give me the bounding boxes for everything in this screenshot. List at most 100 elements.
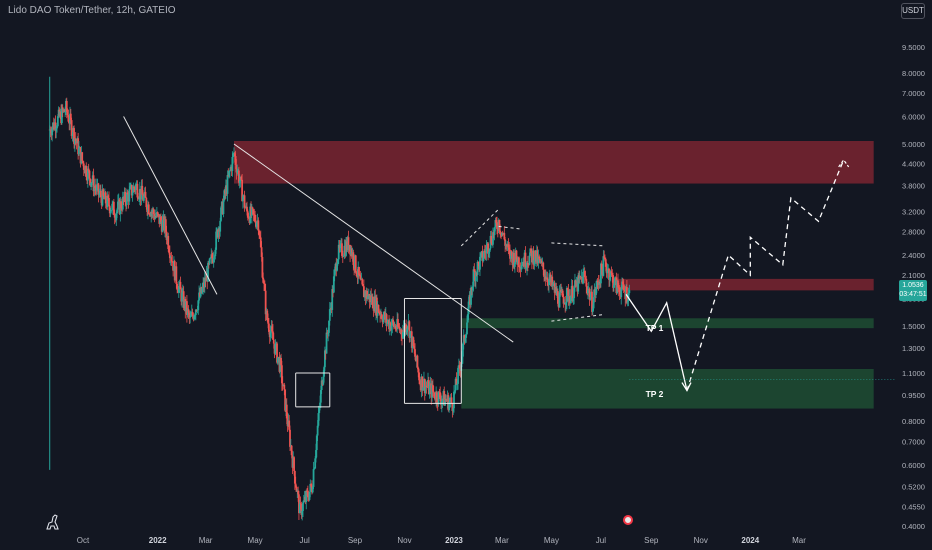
- candle-body: [508, 247, 511, 250]
- candle-body: [211, 254, 213, 259]
- dashed-pattern-line: [498, 225, 522, 230]
- candle-body: [56, 126, 58, 129]
- drawings-layer: [49, 76, 895, 470]
- y-tick-label: 5.0000: [902, 140, 925, 149]
- candle-body: [518, 267, 521, 268]
- candle-body: [588, 288, 591, 300]
- candle-body: [101, 189, 104, 206]
- candle-body: [136, 183, 139, 198]
- candle-body: [532, 250, 535, 265]
- candle-body: [461, 356, 464, 364]
- candle-body: [436, 392, 438, 403]
- candle-body: [311, 486, 314, 493]
- event-marker-icon[interactable]: [623, 515, 633, 525]
- candle-body: [168, 249, 170, 253]
- candle-body: [78, 147, 80, 155]
- candle-body: [271, 326, 274, 332]
- candle-body: [99, 190, 102, 198]
- candle-body: [470, 287, 472, 305]
- currency-button[interactable]: USDT: [901, 3, 925, 19]
- candle-body: [612, 275, 614, 288]
- candle-body: [255, 222, 258, 227]
- candle-body: [608, 268, 610, 280]
- candle-body: [416, 355, 419, 368]
- candle-body: [65, 100, 68, 112]
- candle-body: [156, 212, 159, 214]
- candle-body: [561, 290, 564, 297]
- candle-body: [106, 195, 109, 208]
- arrow-head: [681, 382, 692, 392]
- candle-body: [562, 296, 565, 304]
- candle-body: [475, 272, 477, 282]
- candle-body: [124, 191, 127, 203]
- y-tick-label: 0.7000: [902, 437, 925, 446]
- candle-body: [191, 311, 194, 316]
- candle-body: [401, 332, 404, 338]
- candle-body: [290, 445, 293, 456]
- candle-body: [165, 231, 168, 241]
- x-tick-label: Mar: [792, 536, 806, 545]
- candle-body: [359, 275, 362, 280]
- candle-body: [82, 163, 85, 170]
- candle-body: [241, 179, 244, 202]
- candle-body: [242, 196, 244, 202]
- candle-body: [354, 255, 357, 273]
- candle-body: [179, 281, 182, 290]
- candle-body: [524, 252, 527, 268]
- candle-body: [543, 269, 545, 277]
- candle-body: [243, 195, 246, 208]
- candle-body: [556, 291, 559, 304]
- candle-body: [604, 259, 607, 267]
- candle-body: [473, 269, 476, 272]
- symbol-title[interactable]: Lido DAO Token/Tether, 12h, GATEIO: [8, 5, 176, 16]
- candle-body: [90, 182, 93, 186]
- candle-body: [117, 201, 119, 210]
- candle-body: [120, 201, 123, 209]
- candle-body: [538, 256, 541, 259]
- candle-body: [437, 391, 440, 405]
- y-tick-label: 4.4000: [902, 159, 925, 168]
- candle-body: [621, 281, 624, 285]
- y-tick-label: 6.0000: [902, 112, 925, 121]
- candle-body: [297, 490, 300, 495]
- candle-body: [213, 256, 216, 258]
- candle-body: [452, 408, 455, 412]
- candle-body: [518, 257, 520, 268]
- candle-body: [513, 252, 515, 267]
- candle-body: [108, 198, 110, 207]
- candle-body: [592, 297, 595, 309]
- candle-body: [95, 185, 98, 191]
- candle-body: [352, 252, 355, 265]
- candle-body: [444, 399, 446, 406]
- candle-body: [285, 404, 288, 419]
- candle-body: [259, 237, 262, 248]
- candle-body: [510, 251, 513, 256]
- candle-body: [358, 266, 360, 276]
- candle-body: [589, 297, 592, 300]
- candle-body: [258, 230, 261, 236]
- candle-body: [181, 292, 183, 302]
- candle-body: [577, 275, 580, 292]
- y-tick-label: 0.8000: [902, 417, 925, 426]
- candle-body: [261, 257, 264, 278]
- candle-body: [264, 290, 267, 315]
- candle-body: [405, 324, 407, 333]
- candle-body: [622, 284, 625, 291]
- candle-body: [471, 286, 474, 290]
- candle-body: [603, 256, 606, 258]
- candle-body: [566, 288, 569, 291]
- candle-body: [108, 206, 111, 214]
- candle-body: [465, 334, 468, 338]
- candle-body: [201, 287, 204, 293]
- candle-body: [319, 402, 321, 408]
- candle-body: [308, 491, 311, 500]
- candle-body: [89, 178, 92, 186]
- candle-body: [449, 400, 451, 403]
- candle-body: [55, 128, 58, 131]
- candle-body: [571, 285, 574, 302]
- candle-body: [498, 219, 501, 231]
- candle-body: [246, 206, 248, 212]
- candle-body: [400, 329, 403, 335]
- dinosaur-logo-icon[interactable]: [44, 513, 60, 531]
